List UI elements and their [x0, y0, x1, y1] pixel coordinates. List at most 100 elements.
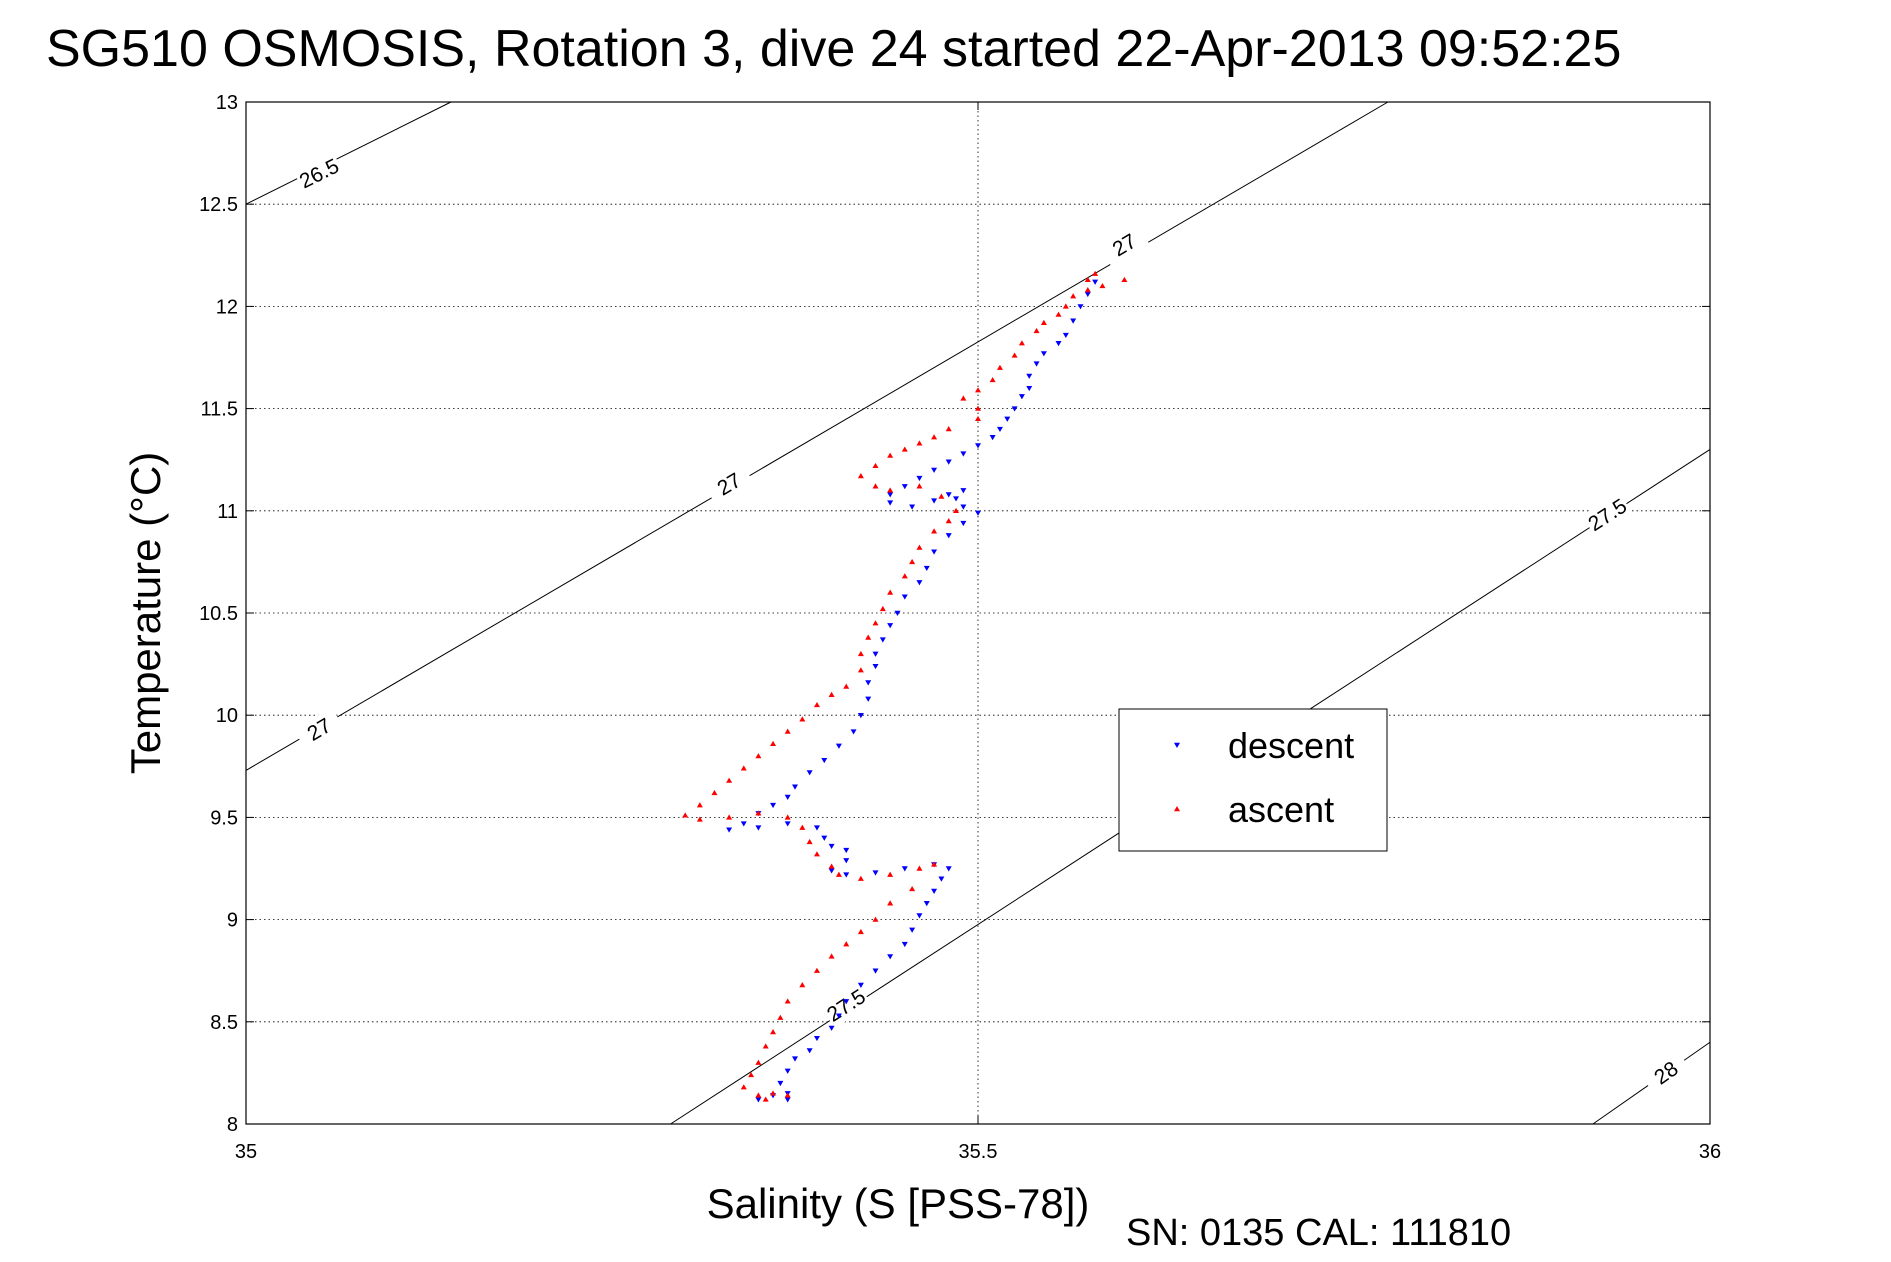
- descent-point: [909, 504, 916, 510]
- ascent-point: [784, 814, 791, 820]
- ascent-point: [813, 851, 820, 857]
- ascent-point: [879, 605, 886, 612]
- ascent-point: [806, 838, 813, 845]
- descent-point: [901, 866, 908, 872]
- ascent-point: [857, 928, 864, 935]
- descent-point: [813, 825, 820, 831]
- y-tick-label: 11: [217, 501, 238, 523]
- density-contour-line: [245, 101, 452, 205]
- descent-point: [1033, 361, 1040, 367]
- ascent-point: [916, 440, 923, 446]
- ascent-point: [682, 812, 689, 818]
- ascent-point: [828, 691, 835, 697]
- descent-point: [784, 1097, 791, 1103]
- ascent-point: [960, 395, 967, 401]
- ascent-point: [1084, 276, 1091, 283]
- y-tick-label: 12.5: [199, 194, 238, 216]
- descent-point: [931, 498, 938, 504]
- ascent-point: [755, 1059, 762, 1065]
- ascent-point: [1062, 303, 1069, 309]
- descent-point: [828, 868, 835, 874]
- grid-lines: [246, 102, 1710, 1124]
- descent-point: [828, 1025, 835, 1031]
- ascent-point: [777, 1014, 784, 1020]
- descent-point: [843, 999, 850, 1005]
- ascent-point: [872, 483, 879, 489]
- ascent-point: [799, 716, 806, 722]
- descent-point: [1077, 304, 1084, 310]
- descent-point: [777, 1080, 784, 1087]
- ascent-point: [784, 998, 791, 1004]
- contour-label-mask: [1581, 492, 1634, 538]
- ascent-point: [909, 885, 916, 892]
- descent-point: [1026, 385, 1033, 392]
- descent-point: [1004, 416, 1011, 422]
- ascent-point: [784, 1092, 791, 1098]
- ascent-point: [748, 1071, 755, 1078]
- ascent-point: [916, 544, 923, 550]
- descent-point: [887, 623, 894, 629]
- y-tick-label: 9.5: [210, 807, 238, 829]
- legend-marker-descent: [1174, 742, 1180, 748]
- ascent-point: [1040, 319, 1047, 325]
- contour-label-mask: [703, 461, 755, 507]
- descent-point: [843, 847, 850, 854]
- contour-label-mask: [293, 707, 345, 752]
- descent-point: [916, 580, 923, 586]
- descent-point: [923, 565, 930, 572]
- ascent-point: [1084, 287, 1091, 293]
- descent-point: [887, 492, 894, 498]
- descent-point: [806, 770, 813, 776]
- ascent-point: [975, 387, 981, 393]
- ascent-point: [931, 434, 938, 440]
- x-tick-label: 35.5: [959, 1141, 998, 1163]
- ascent-point: [901, 573, 908, 579]
- descent-point: [755, 1097, 762, 1103]
- chart-title: SG510 OSMOSIS, Rotation 3, dive 24 start…: [46, 20, 1621, 78]
- ascent-point: [696, 816, 703, 822]
- descent-point: [835, 743, 842, 749]
- ascent-point: [740, 1084, 747, 1090]
- descent-point: [923, 901, 930, 907]
- descent-point: [857, 982, 864, 989]
- descent-point: [916, 913, 923, 919]
- descent-point: [784, 1068, 791, 1074]
- ascent-point: [931, 528, 938, 534]
- ascent-point: [770, 1029, 777, 1035]
- descent-point: [931, 467, 938, 473]
- descent-point: [938, 876, 945, 882]
- ascent-point: [1070, 293, 1077, 299]
- descent-point: [960, 451, 967, 457]
- legend-label-ascent: ascent: [1228, 789, 1334, 830]
- ascent-point: [887, 452, 894, 458]
- y-tick-label: 8: [227, 1114, 238, 1136]
- descent-point: [792, 784, 798, 790]
- descent-point: [843, 872, 850, 878]
- ascent-point: [755, 753, 762, 759]
- x-axis-label: Salinity (S [PSS-78]): [707, 1180, 1090, 1227]
- ascent-point: [1033, 327, 1040, 334]
- ascent-point: [843, 941, 850, 947]
- descent-point: [945, 459, 952, 465]
- serial-calibration-footer: SN: 0135 CAL: 111810: [1126, 1212, 1511, 1254]
- ascent-point: [909, 558, 916, 565]
- legend-box: [1118, 708, 1388, 852]
- descent-point: [975, 510, 981, 516]
- ascent-point: [813, 701, 820, 708]
- ascent-point: [901, 446, 908, 452]
- legend: descent ascent: [1118, 708, 1388, 852]
- descent-point: [784, 794, 791, 800]
- ascent-point: [857, 473, 864, 479]
- descent-point: [1040, 351, 1047, 357]
- descent-point: [960, 488, 967, 494]
- ascent-point: [945, 426, 952, 432]
- ascent-point: [989, 376, 996, 383]
- ascent-point: [975, 415, 981, 422]
- contour-label-mask: [293, 152, 345, 195]
- descent-point: [850, 729, 857, 735]
- ascent-point: [726, 777, 733, 783]
- descent-point: [945, 492, 952, 498]
- ascent-point: [726, 814, 733, 820]
- ascent-point: [770, 740, 777, 747]
- ascent-point: [857, 667, 864, 673]
